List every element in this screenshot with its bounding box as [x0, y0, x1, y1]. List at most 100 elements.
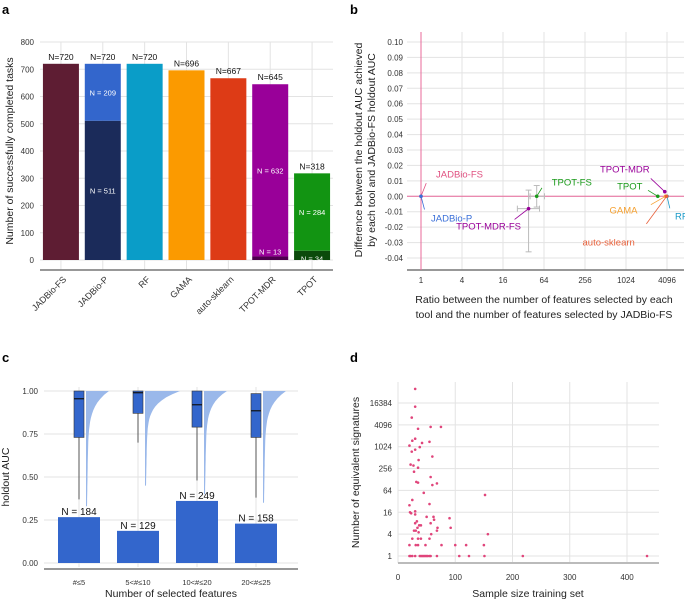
- y-tick-label: 200: [21, 202, 35, 211]
- data-point: [431, 455, 434, 458]
- y-tick-label: 700: [21, 65, 35, 74]
- violin: [204, 391, 227, 495]
- x-tick-label: 10<#≤20: [182, 578, 211, 587]
- box: [250, 393, 262, 438]
- panel-letter-b: b: [350, 2, 358, 17]
- data-point: [467, 554, 471, 558]
- bar-total-label: N=667: [216, 66, 242, 76]
- data-point: [413, 513, 417, 516]
- point-label: TPOT-FS: [552, 177, 592, 188]
- data-point: [482, 543, 486, 547]
- data-point: [645, 554, 649, 558]
- data-point: [429, 425, 432, 429]
- y-tick-label: 0.08: [387, 69, 403, 78]
- data-point: [483, 493, 487, 497]
- data-point: [408, 444, 411, 447]
- x-tick-label: 4: [460, 276, 465, 285]
- data-point: [432, 515, 435, 519]
- data-point: [413, 521, 417, 525]
- x-axis-title-line1: Ratio between the number of features sel…: [415, 294, 673, 306]
- y-tick-label: 0: [30, 256, 35, 265]
- x-tick-label: 400: [620, 573, 634, 582]
- data-point: [417, 530, 420, 534]
- box: [191, 390, 203, 428]
- data-point: [420, 441, 424, 445]
- data-point: [418, 445, 422, 449]
- x-tick-label: TPOT: [295, 274, 319, 298]
- bar-auto-sklearn: [210, 78, 247, 261]
- y-tick-label: 500: [21, 120, 35, 129]
- data-point: [408, 503, 411, 507]
- y-tick-label: -0.01: [385, 208, 404, 217]
- data-point: [415, 520, 419, 523]
- data-point: [435, 529, 439, 532]
- y-tick-label: 600: [21, 93, 35, 102]
- data-point: [419, 537, 423, 540]
- bar-total-label: N=318: [299, 161, 325, 171]
- count-label: N = 184: [61, 507, 97, 518]
- x-axis-title-line2: tool and the number of features selected…: [416, 309, 673, 321]
- bar-total-label: N=645: [258, 72, 284, 82]
- y-tick-label: 256: [379, 465, 393, 474]
- bar-segment: [84, 120, 121, 260]
- bar-segment: [294, 250, 331, 260]
- point-label: JADBio-FS: [436, 169, 483, 180]
- bar-segment: [294, 173, 331, 251]
- segment-label: N = 511: [90, 186, 116, 195]
- violin: [263, 391, 286, 503]
- y-axis-title-line2: by each tool and JADBio-FS holdout AUC: [366, 53, 378, 247]
- data-point: [416, 526, 419, 530]
- y-tick-label: 4: [388, 530, 393, 539]
- point-label: TPOT: [617, 181, 643, 192]
- bar-GAMA: [168, 70, 205, 260]
- point-label: TPOT-MDR-FS: [456, 222, 521, 233]
- x-tick-label: #≤5: [73, 578, 85, 587]
- count-label: N = 158: [238, 514, 274, 525]
- x-tick-label: 300: [563, 573, 577, 582]
- violin: [86, 391, 109, 507]
- data-point: [417, 458, 420, 462]
- y-tick-label: 0.09: [387, 53, 403, 62]
- x-tick-label: 5<#≤10: [125, 578, 150, 587]
- bar-RF: [126, 63, 163, 260]
- x-tick-label: 256: [578, 276, 592, 285]
- y-tick-label: 16: [383, 508, 392, 517]
- point-label: GAMA: [610, 205, 639, 216]
- data-point: [428, 537, 431, 540]
- data-point: [453, 543, 457, 547]
- panel-letter-c: c: [2, 350, 9, 365]
- x-axis-title: Number of selected features: [105, 588, 237, 600]
- y-tick-label: 0.10: [387, 38, 403, 47]
- y-axis-title: Number of successfully completed tasks: [4, 57, 16, 244]
- x-tick-label: 20<#≤25: [241, 578, 270, 587]
- segment-label: N = 209: [90, 88, 116, 97]
- panel-c-bar-box-chart: 0.00 0.25 0.50 0.75 1.00 N = 184 #≤5 N = 129 5<#…: [0, 387, 298, 600]
- y-tick-label: 0.02: [387, 161, 403, 170]
- leader-line: [650, 195, 666, 206]
- panel-letter-d: d: [350, 350, 358, 365]
- segment-label: N = 13: [259, 247, 281, 256]
- leader-line: [536, 187, 543, 197]
- data-point: [410, 450, 414, 453]
- x-tick-label: JADBio-FS: [30, 274, 69, 313]
- y-tick-label: 0.25: [22, 516, 38, 525]
- y-tick-label: 0.07: [387, 84, 403, 93]
- data-point: [424, 543, 427, 547]
- panel-a-bar-chart: 0 100 200 300 400 500 600 700 800 N=720 JADBio-FS N…: [4, 38, 333, 316]
- data-point: [412, 464, 415, 467]
- data-point: [416, 537, 420, 540]
- box: [73, 390, 85, 438]
- y-tick-label: 0.00: [387, 192, 403, 201]
- data-point: [413, 387, 417, 391]
- data-point: [422, 491, 426, 495]
- point-label: RF: [675, 211, 685, 222]
- leader-line: [420, 182, 427, 197]
- x-tick-label: 64: [540, 276, 549, 285]
- y-tick-label: 300: [21, 174, 35, 183]
- leader-line: [647, 189, 658, 197]
- segment-label: N = 632: [257, 166, 283, 175]
- data-point: [429, 532, 433, 536]
- data-point: [409, 512, 413, 515]
- y-tick-label: 1: [388, 552, 393, 561]
- y-tick-label: -0.03: [385, 239, 404, 248]
